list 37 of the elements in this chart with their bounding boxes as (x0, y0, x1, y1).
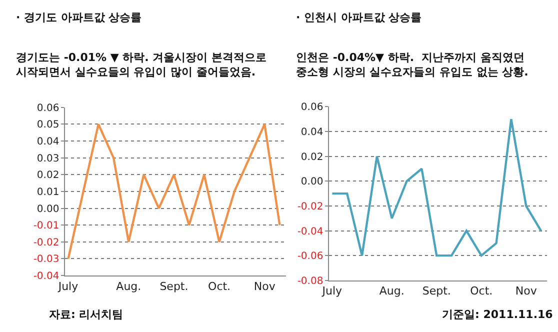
y-tick-label: 0.01 (36, 186, 60, 198)
y-tick-label: -0.08 (297, 276, 324, 287)
x-tick-label: Aug. (379, 284, 404, 298)
chart-subtitle: 경기도는 -0.01% ▼ 하락. 겨울시장이 본격적으로 시작되면서 실수요들의 유입이 많이 줄어들었음. (16, 51, 267, 78)
y-tick-label: 0.06 (36, 102, 60, 114)
chart-subtitle: 인천은 -0.04%▼ 하락. 지난주까지 움직였던 중소형 시장의 실수요자들의 유입도 없는 상황. (296, 51, 528, 78)
y-tick-label: 0.05 (36, 120, 60, 131)
x-tick-label: Nov (515, 284, 538, 298)
chart-title: · 경기도 아파트값 상승률 (16, 11, 142, 24)
x-tick-label: Aug. (116, 280, 142, 293)
y-tick-label: 0.04 (36, 136, 60, 148)
x-tick-label: Sept. (160, 280, 188, 293)
y-tick-label: -0.02 (297, 201, 324, 212)
text: 기준일: 2011.11.16 (442, 308, 554, 321)
y-tick-label: 0.03 (36, 153, 60, 164)
line-series (331, 118, 542, 257)
x-tick-label: Sept. (422, 284, 451, 298)
y-tick-label: 0.00 (300, 176, 324, 188)
y-tick-label: -0.06 (297, 251, 324, 262)
y-tick-label: -0.03 (33, 254, 60, 266)
y-tick-label: -0.04 (33, 271, 60, 282)
line-series (67, 123, 281, 260)
y-tick-label: 0.02 (36, 170, 60, 182)
x-tick-label: Nov (254, 280, 276, 293)
y-tick-label: 0.00 (36, 204, 60, 215)
x-tick-label: Oct. (470, 284, 493, 298)
chart-title: · 인천시 아파트값 상승률 (296, 11, 422, 24)
y-tick-label: 0.04 (300, 127, 324, 138)
y-tick-label: 0.06 (300, 102, 324, 114)
x-tick-label: July (57, 280, 79, 293)
text: 자료: 리서치팀 (49, 308, 124, 321)
y-tick-label: -0.01 (33, 220, 60, 232)
y-tick-label: 0.02 (300, 152, 324, 163)
x-tick-label: July (321, 284, 343, 298)
y-tick-label: -0.04 (297, 226, 324, 238)
x-tick-label: Oct. (208, 280, 231, 293)
y-tick-label: -0.02 (33, 237, 60, 248)
